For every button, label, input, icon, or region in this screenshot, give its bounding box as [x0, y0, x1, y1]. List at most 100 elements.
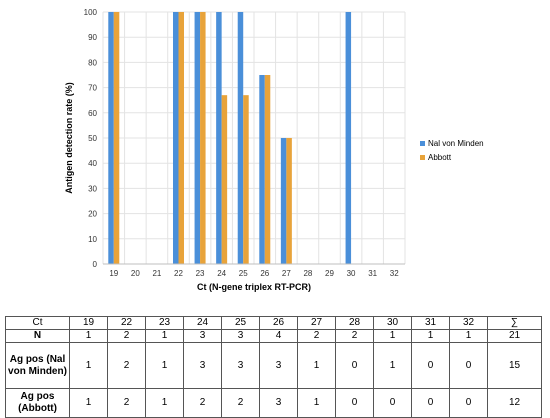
- table-cell: 0: [449, 342, 488, 389]
- x-axis-ticks: 19 20 21 22 23 24 25 26 27 28 29 30 31 32: [109, 269, 399, 278]
- table-cell: 1: [69, 342, 108, 389]
- y-tick-label: 40: [88, 159, 97, 168]
- bar-nal-von-minden-30: [345, 12, 352, 264]
- bar-nal-von-minden-19: [108, 12, 114, 264]
- bar-nal-von-minden-22: [173, 12, 179, 264]
- table-header-row: Ct 19 22 23 24 25 26 27 28 30 31 32 ∑: [5, 316, 542, 330]
- x-tick-label: 29: [325, 269, 334, 278]
- table-header-cell: 23: [145, 316, 184, 330]
- bar-abbott-27: [286, 138, 292, 264]
- bar-abbott-23: [200, 12, 206, 264]
- table-row-header: Ct: [5, 316, 70, 330]
- table-cell: 1: [145, 329, 184, 343]
- x-tick-label: 23: [196, 269, 205, 278]
- table-cell: 2: [183, 388, 222, 418]
- y-tick-label: 0: [93, 260, 98, 269]
- bar-nal-von-minden-26: [259, 75, 265, 264]
- table-row: Ag pos (Nal von Minden) 1 2 1 3 3 3 1 0 1 0 0 15: [5, 342, 542, 389]
- table-cell: 1: [449, 329, 488, 343]
- table-cell: 3: [183, 329, 222, 343]
- table-row: Ag pos (Abbott) 1 2 1 2 2 3 1 0 0 0 0 12: [5, 388, 542, 418]
- table-cell: 0: [373, 388, 412, 418]
- x-tick-label: 30: [347, 269, 356, 278]
- table-row: N 1 2 1 3 3 4 2 2 1 1 1 21: [5, 329, 542, 343]
- bar-abbott-24: [221, 95, 228, 264]
- table-cell: 0: [411, 342, 450, 389]
- x-tick-label: 24: [217, 269, 226, 278]
- table-cell: 2: [335, 329, 374, 343]
- table-cell: 1: [145, 388, 184, 418]
- table-header-cell: 27: [297, 316, 336, 330]
- table-cell: 0: [449, 388, 488, 418]
- x-tick-label: 25: [239, 269, 248, 278]
- y-tick-label: 80: [88, 58, 97, 67]
- table-cell: 2: [107, 342, 146, 389]
- gridlines: [102, 11, 406, 265]
- bar-abbott-22: [178, 12, 184, 264]
- table-cell: 4: [259, 329, 298, 343]
- table-header-cell: 24: [183, 316, 222, 330]
- table-cell: 1: [373, 329, 412, 343]
- y-tick-label: 100: [84, 8, 98, 17]
- table-cell: 1: [69, 388, 108, 418]
- bar-abbott-19: [113, 12, 120, 264]
- table-header-cell: 28: [335, 316, 374, 330]
- table-row-header: N: [5, 329, 70, 343]
- table-cell: 3: [221, 342, 260, 389]
- table-cell: 15: [487, 342, 542, 389]
- y-tick-label: 50: [88, 134, 97, 143]
- bar-abbott-26: [264, 75, 271, 264]
- table-header-cell: 32: [449, 316, 488, 330]
- x-axis-label: Ct (N-gene triplex RT-PCR): [197, 282, 311, 292]
- table-cell: 1: [145, 342, 184, 389]
- table-header-cell: 31: [411, 316, 450, 330]
- y-axis-label: Antigen detection rate (%): [64, 82, 74, 194]
- legend-label: Abbott: [428, 153, 452, 162]
- bar-nal-von-minden-27: [280, 138, 287, 264]
- table-cell: 1: [373, 342, 412, 389]
- bar-nal-von-minden-24: [216, 12, 222, 264]
- bar-nal-von-minden-25: [237, 12, 244, 264]
- x-tick-label: 27: [282, 269, 291, 278]
- table-header-cell: 25: [221, 316, 260, 330]
- table-cell: 0: [335, 342, 374, 389]
- table-cell: 12: [487, 388, 542, 418]
- y-tick-label: 90: [88, 33, 97, 42]
- table-cell: 3: [183, 342, 222, 389]
- table-header-cell: 26: [259, 316, 298, 330]
- x-tick-label: 28: [303, 269, 312, 278]
- table-cell: 1: [297, 342, 336, 389]
- table-row-header: Ag pos (Abbott): [5, 388, 70, 418]
- y-tick-label: 60: [88, 109, 97, 118]
- table-cell: 2: [107, 388, 146, 418]
- legend-label: Nal von Minden: [428, 139, 484, 148]
- data-table: Ct 19 22 23 24 25 26 27 28 30 31 32 ∑ N 1 2 1 3 3 4 2 2 1 1 1 21 A…: [5, 316, 542, 418]
- y-tick-label: 30: [88, 184, 97, 193]
- table-row-header: Ag pos (Nal von Minden): [5, 342, 70, 389]
- bar-abbott-25: [243, 95, 249, 264]
- table-header-cell: 19: [69, 316, 108, 330]
- table-header-cell: 30: [373, 316, 412, 330]
- y-tick-label: 20: [88, 210, 97, 219]
- y-tick-label: 10: [88, 235, 97, 244]
- table-cell: 2: [107, 329, 146, 343]
- table-cell: 0: [335, 388, 374, 418]
- table-cell: 1: [69, 329, 108, 343]
- table-cell: 2: [297, 329, 336, 343]
- x-tick-label: 32: [390, 269, 399, 278]
- table-cell: 2: [221, 388, 260, 418]
- x-tick-label: 21: [152, 269, 161, 278]
- y-axis-ticks: 0 10 20 30 40 50 60 70 80 90 100: [84, 8, 98, 269]
- table-cell: 3: [259, 342, 298, 389]
- table-cell: 1: [411, 329, 450, 343]
- table-header-cell: ∑: [487, 316, 542, 330]
- x-tick-label: 22: [174, 269, 183, 278]
- x-tick-label: 19: [109, 269, 118, 278]
- bar-nal-von-minden-23: [194, 12, 201, 264]
- bars: [108, 12, 352, 264]
- x-tick-label: 31: [368, 269, 377, 278]
- legend-swatch: [420, 155, 425, 160]
- table-cell: 21: [487, 329, 542, 343]
- x-tick-label: 20: [131, 269, 140, 278]
- table-cell: 1: [297, 388, 336, 418]
